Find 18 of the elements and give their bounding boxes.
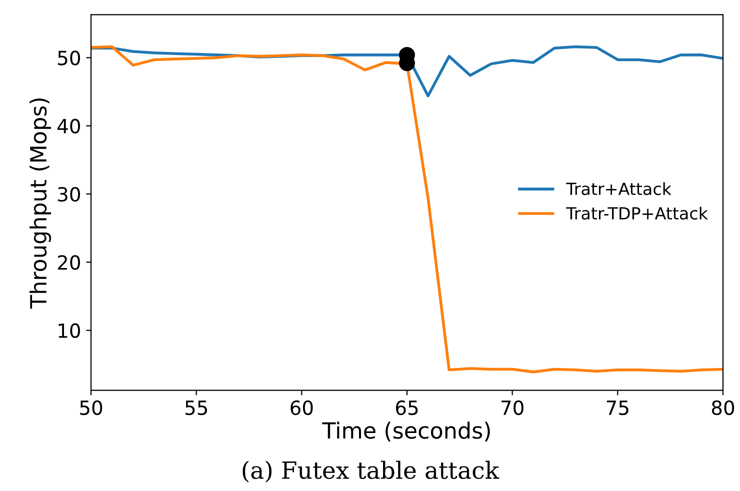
x-tick-label: 60: [290, 400, 313, 416]
line-series: [91, 45, 723, 374]
x-tick-label: 55: [185, 400, 208, 416]
x-tick-label: 65: [396, 400, 418, 416]
x-tick-label: 80: [712, 400, 734, 416]
x-axis-title: Time (seconds): [322, 422, 490, 442]
y-tick-label: 40: [58, 118, 80, 134]
x-tick-label: 75: [606, 400, 628, 416]
legend-label: Tratr-TDP+Attack: [566, 206, 708, 220]
x-tick-label: 50: [80, 400, 102, 416]
y-tick-label: 10: [58, 323, 80, 338]
text: (a) Futex table attack: [242, 460, 500, 482]
y-tick-label: 20: [58, 255, 80, 270]
x-tick-label: 70: [502, 400, 524, 416]
y-tick-label: 50: [58, 50, 80, 66]
y-axis-title: Throughput (Mops): [29, 98, 51, 309]
y-tick-label: 30: [58, 186, 80, 202]
legend-label: Tratr+Attack: [566, 182, 672, 196]
